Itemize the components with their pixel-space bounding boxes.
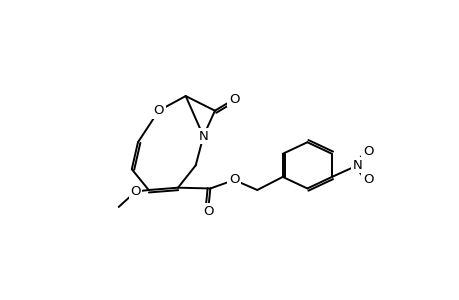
- Text: O: O: [202, 205, 213, 218]
- Text: O: O: [362, 145, 373, 158]
- Text: N: N: [198, 130, 208, 142]
- Text: O: O: [362, 173, 373, 186]
- Text: N: N: [352, 159, 362, 172]
- Text: O: O: [130, 185, 140, 198]
- Text: O: O: [229, 173, 239, 187]
- Text: O: O: [229, 93, 239, 106]
- Text: O: O: [153, 104, 164, 117]
